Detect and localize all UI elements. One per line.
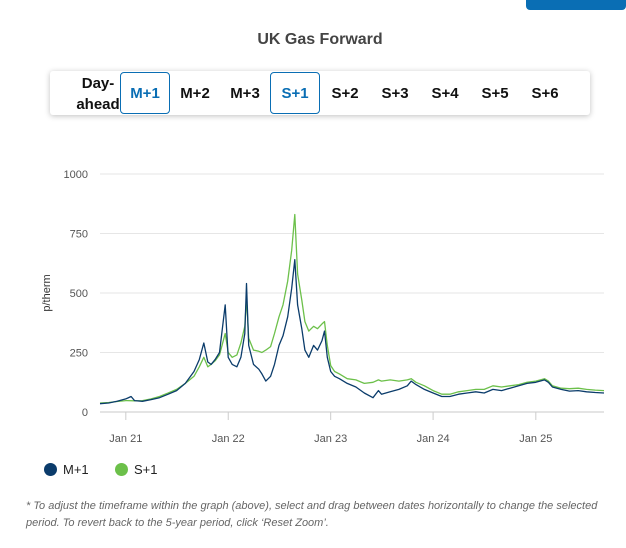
chart-title: UK Gas Forward	[257, 31, 383, 48]
legend-item-m1[interactable]: M+1	[44, 462, 89, 477]
tab-s2[interactable]: S+2	[331, 84, 359, 102]
tab-day-ahead[interactable]: Day-ahead	[76, 75, 120, 113]
series-line-s1	[99, 213, 605, 404]
tab-s4[interactable]: S+4	[431, 84, 459, 102]
y-axis-title: p/therm	[41, 274, 53, 311]
y-tick-label: 500	[70, 288, 88, 300]
legend-marker	[115, 463, 128, 476]
y-tick-label: 750	[70, 229, 88, 241]
tab-m3[interactable]: M+3	[230, 84, 260, 102]
x-tick-label: Jan 22	[212, 433, 245, 445]
tab-s1[interactable]: S+1	[270, 72, 320, 114]
tab-s3[interactable]: S+3	[381, 84, 409, 102]
y-tick-label: 250	[70, 348, 88, 360]
grid-lines	[100, 173, 604, 413]
x-tick-label: Jan 24	[417, 433, 450, 445]
top-action-button[interactable]	[526, 0, 626, 10]
tab-m1[interactable]: M+1	[120, 72, 170, 114]
tab-s6[interactable]: S+6	[531, 84, 559, 102]
series-lines	[99, 213, 605, 405]
y-tick-label: 0	[82, 407, 88, 419]
legend-label: M+1	[63, 462, 89, 477]
x-tick-label: Jan 23	[314, 433, 347, 445]
x-tick-label: Jan 21	[109, 433, 142, 445]
y-axis: 0 250 500 750 1000 p/therm	[41, 169, 88, 419]
legend-label: S+1	[134, 462, 158, 477]
legend-item-s1[interactable]: S+1	[115, 462, 158, 477]
gas-price-chart[interactable]: 0 250 500 750 1000 p/therm Jan 21 Jan 22 Jan 23…	[0, 150, 626, 450]
tab-m2[interactable]: M+2	[180, 84, 210, 102]
series-line-m1	[99, 259, 605, 405]
x-axis: Jan 21 Jan 22 Jan 23 Jan 24 Jan 25	[109, 412, 552, 445]
tab-s5[interactable]: S+5	[481, 84, 509, 102]
x-tick-label: Jan 25	[519, 433, 552, 445]
legend-marker	[44, 463, 57, 476]
y-tick-label: 1000	[64, 169, 88, 181]
footnote: * To adjust the timeframe within the gra…	[26, 500, 598, 529]
tenor-tab-bar: Day-ahead M+1 M+2 M+3 S+1 S+2 S+3 S+4 S+…	[50, 71, 590, 115]
